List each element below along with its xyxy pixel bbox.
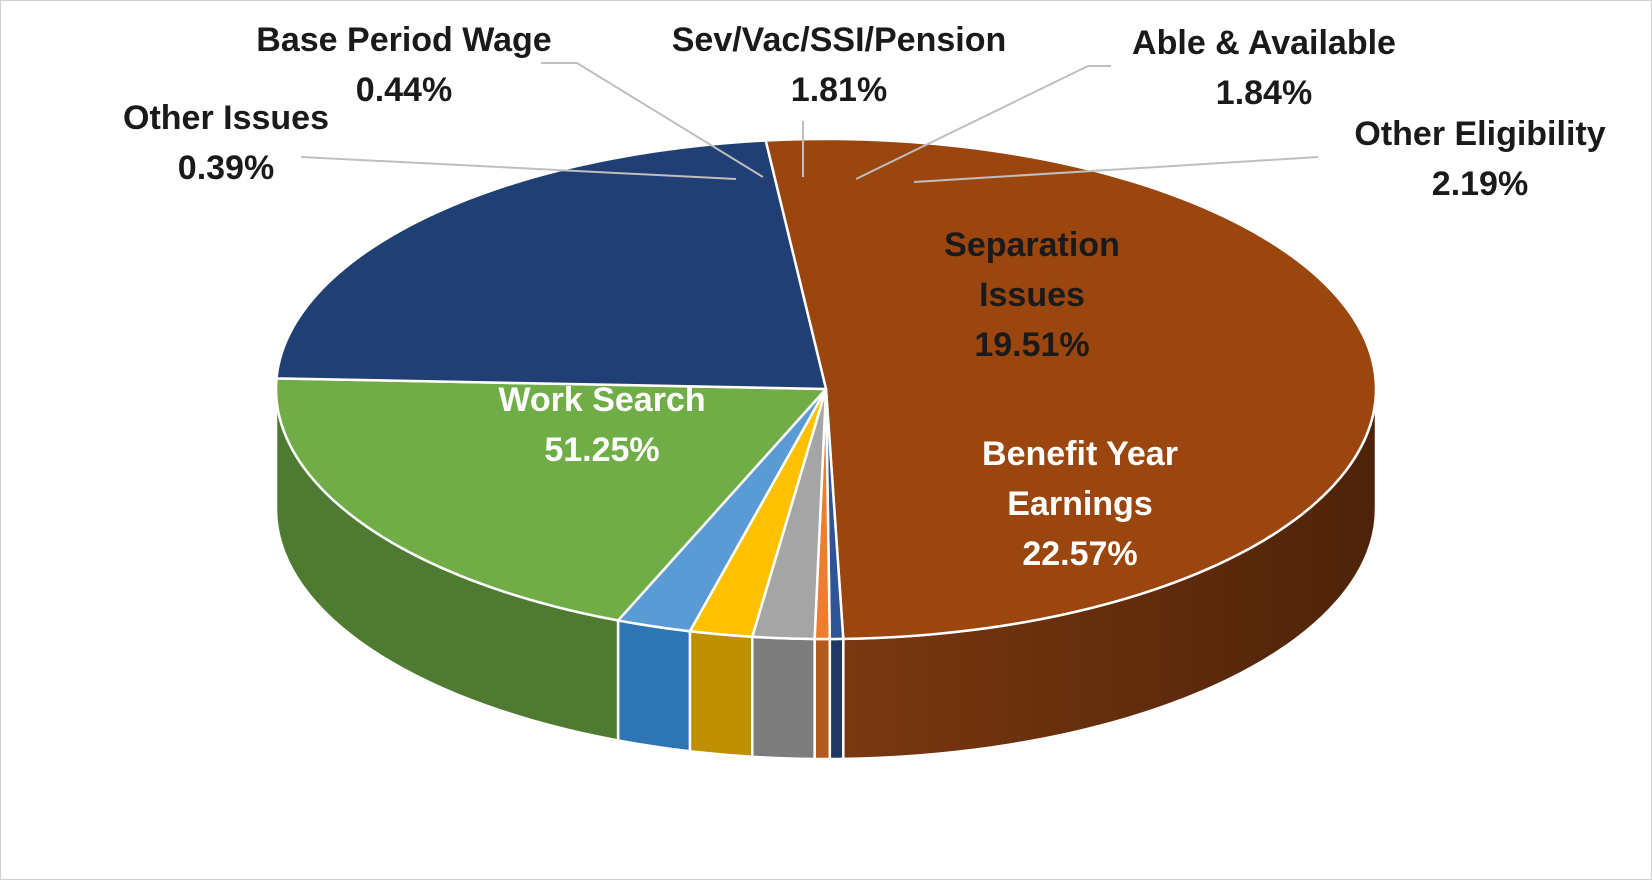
data-label-name-separation-issues: Separation [944,226,1120,264]
data-label-name-sev-vac-ssi-pension: Sev/Vac/SSI/Pension [672,21,1007,59]
data-label-name-base-period-wage: Base Period Wage [256,21,551,59]
data-label-value-sev-vac-ssi-pension: 1.81% [791,71,887,109]
pie-slice-benefit-year-earnings [275,139,828,391]
leader-line-able-available [855,65,1111,180]
data-label-name-other-eligibility: Other Eligibility [1354,115,1605,153]
data-label-value-benefit-year-earnings: 22.57% [1022,535,1137,573]
pie-slice-other-eligibility [616,387,828,633]
data-label-value-other-issues: 0.39% [178,149,274,187]
data-label-value-work-search: 51.25% [544,431,659,469]
pie-side-walls [274,387,1378,761]
pie-slice-separation-issues [274,377,828,622]
data-label-name-separation-issues: Issues [979,276,1085,314]
pie-top-faces [274,137,1378,641]
leader-line-other-eligibility [913,156,1319,183]
leader-line-other-issues [300,156,737,180]
pie-side-able-available [688,629,754,758]
data-label-name-benefit-year-earnings: Earnings [1007,485,1152,523]
pie-side-sev-vac-ssi-pension [751,635,816,761]
data-label-value-able-available: 1.84% [1216,74,1312,112]
data-label-value-other-eligibility: 2.19% [1432,165,1528,203]
data-labels: Work Search 51.25% Other Issues 0.39% Base P… [123,21,1606,573]
data-label-value-base-period-wage: 0.44% [356,71,452,109]
leader-lines [300,62,1319,183]
pie-side-other-eligibility [616,619,692,753]
data-label-value-separation-issues: 19.51% [974,326,1089,364]
data-label-name-able-available: Able & Available [1132,24,1396,62]
pie-side-base-period-wage [813,637,832,761]
data-label-name-benefit-year-earnings: Benefit Year [982,435,1178,473]
pie-side-other-issues [828,637,845,761]
pie-slice-work-search [764,137,1378,641]
data-label-name-work-search: Work Search [498,381,705,419]
data-label-name-other-issues: Other Issues [123,99,329,137]
leader-line-base-period-wage [541,62,764,178]
